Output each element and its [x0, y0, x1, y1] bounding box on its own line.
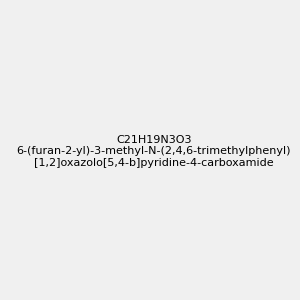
Text: C21H19N3O3
6-(furan-2-yl)-3-methyl-N-(2,4,6-trimethylphenyl)
[1,2]oxazolo[5,4-b]: C21H19N3O3 6-(furan-2-yl)-3-methyl-N-(2,… — [16, 135, 291, 168]
